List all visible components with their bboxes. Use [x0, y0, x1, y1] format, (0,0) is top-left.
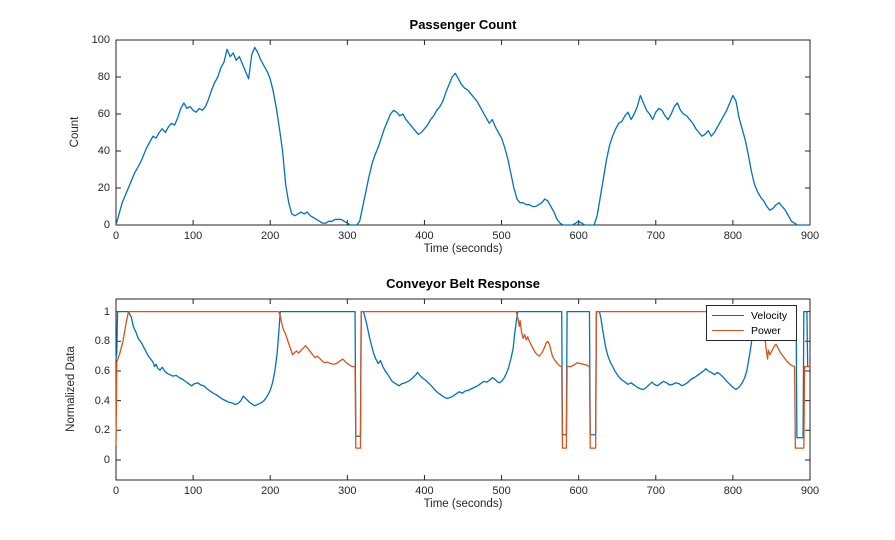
x-tick-label: 500	[492, 230, 511, 242]
series-line-power	[115, 310, 811, 449]
y-tick-label: 0.2	[94, 424, 110, 437]
velocity-line-swatch	[712, 315, 744, 316]
y-tick-label: 0.6	[94, 364, 110, 377]
x-tick-label: 300	[338, 230, 357, 242]
y-tick-label: 40	[97, 145, 110, 157]
x-tick-label: 500	[492, 485, 511, 497]
x-tick-label: 700	[646, 485, 665, 497]
axes-box	[115, 39, 811, 226]
y-tick-label: 0	[103, 219, 110, 231]
y-tick-label: 20	[97, 182, 110, 194]
y-tick-label: 1	[103, 305, 110, 318]
legend-label-velocity: Velocity	[751, 309, 788, 322]
x-tick-label: 200	[261, 230, 280, 242]
legend-item-power: Power	[712, 324, 791, 337]
y-tick-label: 80	[97, 71, 110, 83]
x-tick-label: 100	[183, 485, 203, 497]
x-tick-label: 400	[415, 230, 434, 242]
top-chart-y-axis-label: Count	[69, 116, 81, 148]
legend: Velocity Power	[706, 305, 797, 341]
y-tick-label: 0.8	[94, 335, 110, 348]
y-tick-label: 100	[91, 34, 110, 46]
x-tick-label: 800	[723, 230, 743, 242]
bottom-chart-y-axis-label: Normalized Data	[65, 346, 77, 432]
x-tick-label: 600	[569, 230, 588, 242]
legend-label-power: Power	[751, 324, 781, 337]
top-chart-title: Passenger Count	[409, 17, 517, 32]
bottom-chart-x-axis-label: Time (seconds)	[423, 498, 503, 510]
y-tick-label: 60	[97, 108, 110, 120]
x-tick-label: 800	[723, 485, 743, 497]
x-tick-label: 200	[261, 485, 280, 497]
x-tick-label: 600	[569, 485, 588, 497]
legend-item-velocity: Velocity	[712, 309, 791, 322]
top-chart-x-axis-label: Time (seconds)	[423, 243, 503, 255]
x-tick-label: 900	[800, 230, 820, 242]
power-line-swatch	[712, 330, 744, 331]
x-tick-label: 0	[112, 485, 120, 497]
series-line-passenger-count	[115, 46, 811, 226]
x-tick-label: 100	[183, 230, 203, 242]
x-tick-label: 300	[338, 485, 357, 497]
x-tick-label: 900	[800, 485, 820, 497]
bottom-chart-title: Conveyor Belt Response	[386, 276, 540, 291]
series-line-velocity	[115, 310, 811, 439]
x-tick-label: 700	[646, 230, 665, 242]
y-tick-label: 0	[103, 453, 110, 466]
x-tick-label: 400	[415, 485, 434, 497]
y-tick-label: 0.4	[94, 394, 110, 407]
x-tick-label: 0	[112, 230, 120, 242]
